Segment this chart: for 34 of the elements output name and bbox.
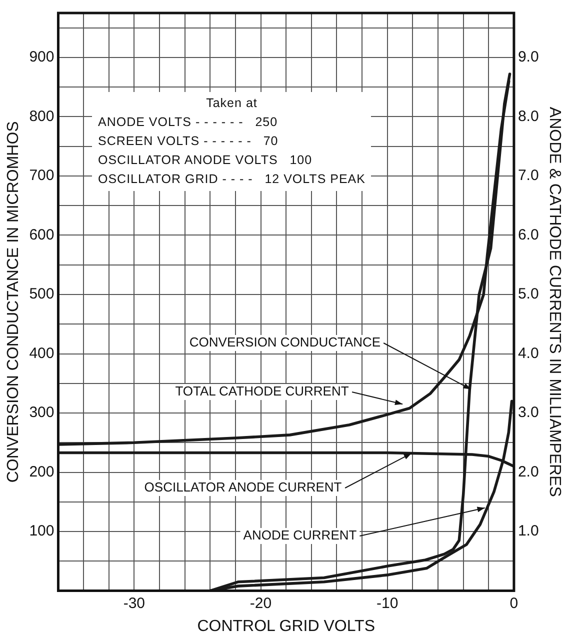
x-tick-label: 0 (510, 594, 518, 612)
y2-tick-label: 9.0 (518, 48, 539, 66)
annotation: OSCILLATOR ANODE VOLTS 100 (98, 152, 314, 169)
x-axis-title: CONTROL GRID VOLTS (197, 618, 375, 635)
y-tick-label: 700 (29, 167, 54, 184)
y2-tick-label: 1.0 (518, 522, 539, 540)
y-tick-label: 600 (29, 226, 54, 244)
y2-tick-label: 3.0 (518, 404, 539, 422)
y2-tick-label: 4.0 (518, 344, 539, 362)
annotation: Taken at (205, 95, 258, 112)
y-tick-label: 100 (29, 522, 54, 540)
y-tick-label: 800 (29, 108, 54, 125)
y-tick-label: 300 (29, 404, 54, 422)
y-axis-title: CONVERSION CONDUCTANCE IN MICROMHOS (5, 121, 22, 483)
x-tick-label: -30 (123, 594, 146, 612)
x-tick-label: -20 (250, 594, 272, 612)
y2-axis-title: ANODE & CATHODE CURRENTS IN MILLIAMPERES (546, 106, 563, 497)
y2-tick-label: 5.0 (518, 286, 539, 303)
y-tick-label: 900 (29, 48, 54, 66)
y-tick-label: 200 (29, 463, 54, 480)
annotation: ANODE VOLTS - - - - - - 250 (98, 114, 279, 131)
annotation: ANODE CURRENT (243, 528, 357, 543)
y2-tick-label: 7.0 (518, 167, 539, 184)
x-tick-label: -10 (376, 594, 398, 612)
annotation: TOTAL CATHODE CURRENT (175, 384, 349, 399)
y2-tick-label: 2.0 (518, 463, 539, 480)
y-tick-label: 400 (29, 344, 54, 362)
annotation: OSCILLATOR GRID - - - - 12 VOLTS PEAK (98, 171, 366, 188)
y-tick-label: 500 (29, 286, 54, 303)
y2-tick-label: 6.0 (518, 226, 539, 244)
annotation: OSCILLATOR ANODE CURRENT (144, 480, 342, 495)
y2-tick-label: 8.0 (518, 108, 539, 125)
annotation: SCREEN VOLTS - - - - - - 70 (98, 133, 280, 150)
annotation: CONVERSION CONDUCTANCE (189, 334, 381, 350)
